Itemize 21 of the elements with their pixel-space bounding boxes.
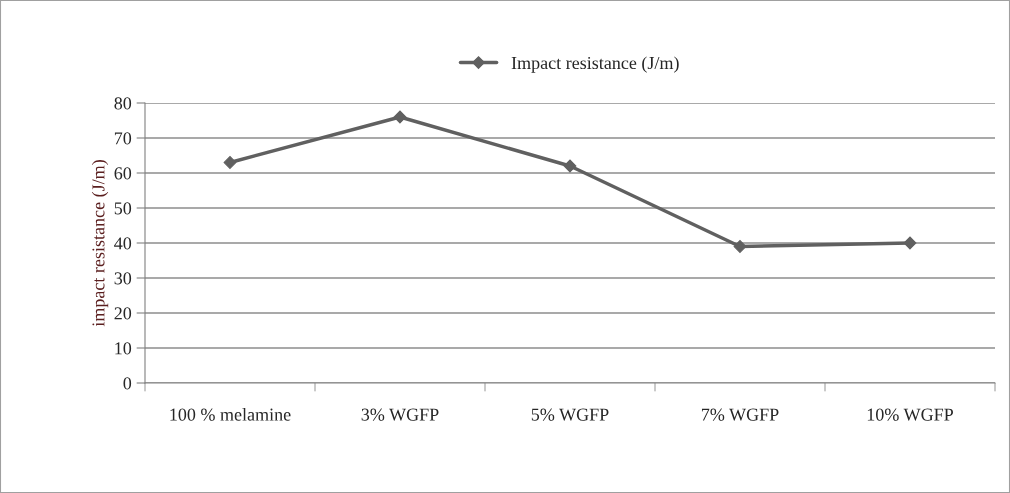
y-tick-label: 40 [114,237,132,250]
x-tick-label: 7% WGFP [701,408,779,421]
x-tick-label: 10% WGFP [867,408,954,421]
x-tick-label: 5% WGFP [531,408,609,421]
point [563,159,577,173]
point [733,240,747,253]
point [393,110,407,124]
legend-label: Impact resistance (J/m) [511,56,679,73]
x-tick-label: 3% WGFP [361,408,439,421]
y-axis-title: impact resistance (J/m) [91,160,109,327]
y-tick-label: 0 [123,377,132,390]
y-tick-label: 80 [114,97,132,110]
y-tick-label: 30 [114,272,132,285]
y-tick-label: 20 [114,307,132,320]
point [903,236,917,250]
y-tick-label: 50 [114,202,132,215]
y-tick-label: 10 [115,342,132,355]
y-tick-label: 60 [114,167,132,180]
point [223,156,237,169]
y-tick-label: 70 [114,132,132,145]
x-tick-label: 100 % melamine [170,408,291,421]
